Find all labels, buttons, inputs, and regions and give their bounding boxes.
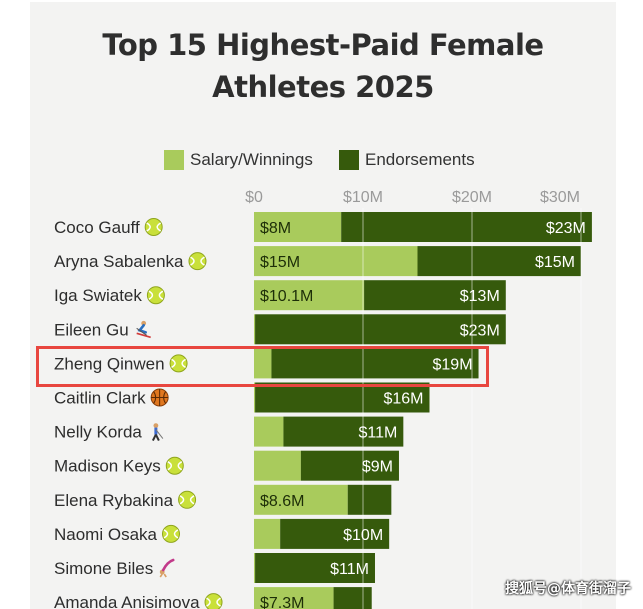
chart-title-line-2: Athletes 2025 [212,70,434,104]
endorsements-bar-iga-swiatek [364,280,506,311]
salary-bar-zheng-qinwen [254,348,272,379]
basketball-icon-caitlin-clark [150,388,169,407]
chart-title-line-1: Top 15 Highest-Paid Female [102,28,544,62]
endorsements-bar-caitlin-clark [255,382,430,413]
salary-label-aryna-sabalenka: $15M [260,254,300,271]
endorsements-label-caitlin-clark: $16M [383,391,423,408]
salary-bar-elena-rybakina [254,484,348,515]
salary-bar-simone-biles [254,553,256,583]
endorsements-label-aryna-sabalenka: $15M [535,254,575,271]
x-tick-label-30: $30M [539,189,581,206]
endorsements-bar-nelly-korda [283,416,404,447]
athlete-name-simone-biles: Simone Biles [54,559,153,578]
endorsements-bar-coco-gauff [341,212,592,242]
salary-label-coco-gauff: $8M [260,220,291,237]
legend-label-salary: Salary/Winnings [190,150,313,169]
x-tick-label-20: $20M [451,189,493,206]
endorsements-bar-elena-rybakina [347,484,392,515]
endorsements-label-nelly-korda: $11M [358,425,397,442]
athlete-name-naomi-osaka: Naomi Osaka [54,525,158,544]
watermark: 搜狐号@体育街溜子 [505,581,631,597]
salary-bar-iga-swiatek [254,280,365,311]
legend-item-endorsements: Endorsements [339,149,475,171]
endorsements-bar-madison-keys [300,450,399,481]
legend-swatch-salary [164,150,184,170]
athlete-name-caitlin-clark: Caitlin Clark [54,389,146,408]
gymnast-icon-simone-biles [159,558,175,578]
endorsements-label-madison-keys: $9M [362,459,393,476]
endorsements-bar-simone-biles [255,553,375,583]
x-tick-label-10: $10M [342,189,384,206]
salary-label-iga-swiatek: $10.1M [260,288,313,305]
athlete-name-iga-swiatek: Iga Swiatek [54,286,142,305]
legend-label-endorsements: Endorsements [365,150,475,169]
athlete-name-eileen-gu: Eileen Gu [54,320,129,339]
golfer-icon-nelly-korda [151,423,164,442]
legend-swatch-endorsements [339,150,359,170]
endorsements-label-coco-gauff: $23M [546,220,586,237]
endorsements-bar-naomi-osaka [280,518,390,549]
athlete-name-zheng-qinwen: Zheng Qinwen [54,354,165,373]
endorsements-label-eileen-gu: $23M [460,322,500,339]
athlete-name-madison-keys: Madison Keys [54,457,161,476]
tennis-ball-icon-elena-rybakina [178,490,197,509]
salary-bar-eileen-gu [254,314,256,345]
endorsements-bar-eileen-gu [255,314,506,345]
x-tick-label-0: $0 [245,189,263,206]
skier-icon-eileen-gu [136,320,151,339]
tennis-ball-icon-zheng-qinwen [169,354,188,373]
tennis-ball-icon-madison-keys [165,456,184,475]
athlete-name-coco-gauff: Coco Gauff [54,218,140,237]
endorsements-bar-amanda-anisimova [333,587,372,609]
salary-bar-nelly-korda [254,416,284,447]
endorsements-label-iga-swiatek: $13M [460,288,500,305]
tennis-ball-icon-iga-swiatek [146,286,165,305]
svg-text:Amanda Anisimova: Amanda Anisimova [0,0,146,4]
salary-bar-coco-gauff [254,212,342,242]
salary-bar-madison-keys [254,450,301,481]
salary-bar-naomi-osaka [254,518,281,549]
endorsements-bar-aryna-sabalenka [417,246,581,277]
tennis-ball-icon-amanda-anisimova [204,593,223,609]
salary-label-amanda-anisimova: $7.3M [260,595,304,609]
athlete-name-nelly-korda: Nelly Korda [54,423,142,442]
salary-bar-aryna-sabalenka [254,246,418,277]
endorsements-bar-zheng-qinwen [271,348,479,379]
endorsements-label-zheng-qinwen: $19M [433,356,473,373]
athlete-name-amanda-anisimova: Amanda Anisimova [54,593,200,609]
salary-label-elena-rybakina: $8.6M [260,493,304,510]
salary-bar-caitlin-clark [254,382,256,413]
tennis-ball-icon-aryna-sabalenka [188,252,207,271]
athlete-name-elena-rybakina: Elena Rybakina [54,491,174,510]
tennis-ball-icon-coco-gauff [144,218,163,236]
legend-item-salary: Salary/Winnings [164,149,313,171]
salary-bar-amanda-anisimova [254,587,334,609]
tennis-ball-icon-naomi-osaka [161,524,180,543]
athlete-name-aryna-sabalenka: Aryna Sabalenka [54,252,184,271]
endorsements-label-simone-biles: $11M [330,561,369,578]
